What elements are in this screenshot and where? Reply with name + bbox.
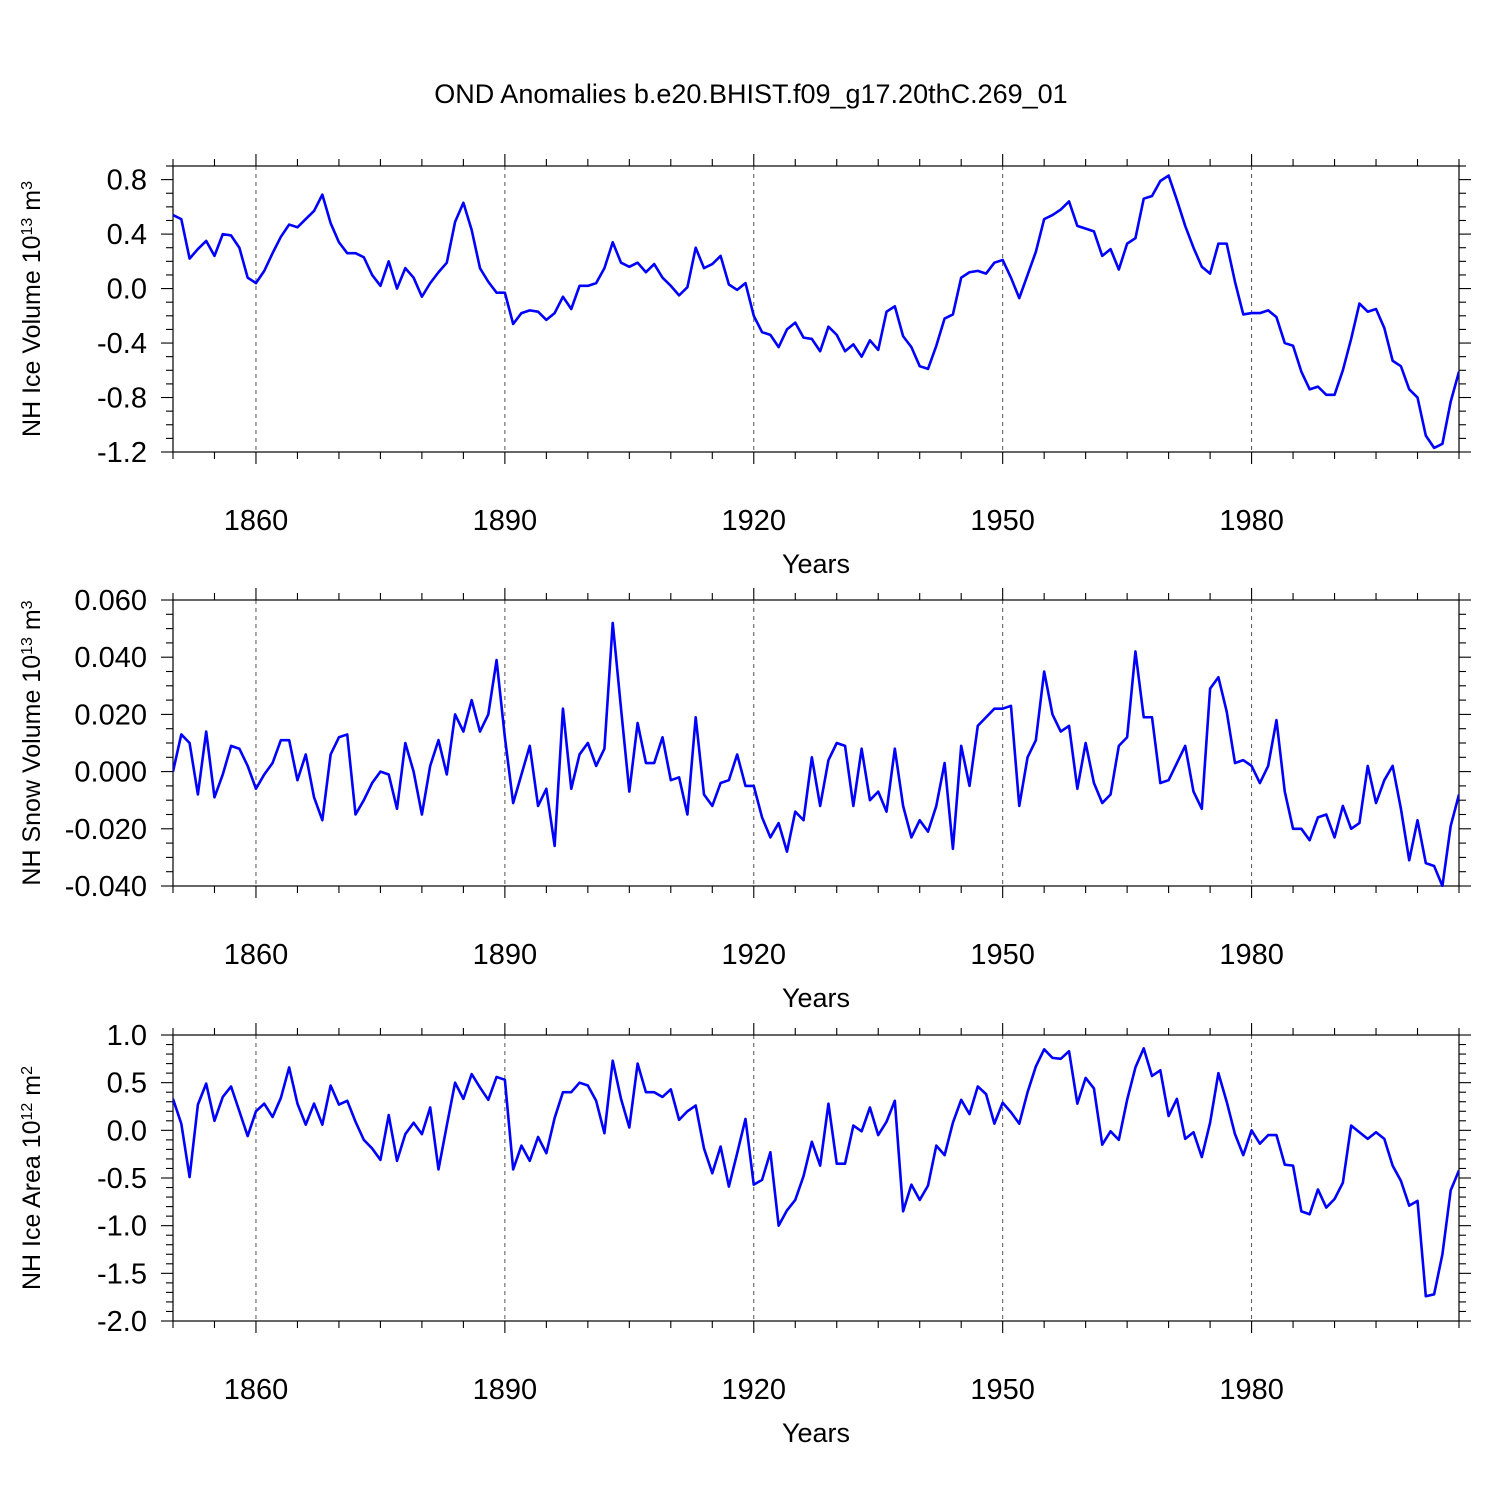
y-tick-label: -0.5: [97, 1163, 147, 1195]
chart-panel-2: 1860 1890 1920 1950 1980 -0.040 -0.020 0.000 0.0…: [18, 585, 1471, 1013]
y-label-text: NH Ice Area 10: [18, 1120, 46, 1290]
y-label-unit-exponent: 2: [19, 1066, 36, 1075]
x-tick-label: 1980: [1219, 505, 1284, 537]
y-tick-label: -0.4: [97, 328, 147, 360]
y-tick-label: -1.2: [97, 437, 147, 469]
x-axis-label: Years: [782, 1418, 850, 1448]
y-tick-label: 0.020: [74, 699, 147, 731]
y-axis-label: NH Snow Volume 1013 m3: [18, 600, 46, 885]
y-tick-label: -2.0: [97, 1306, 147, 1338]
plot-frame: [172, 165, 1460, 453]
x-tick-label: 1920: [722, 505, 787, 537]
y-tick-label: 0.4: [107, 219, 147, 251]
y-label-unit: m: [18, 1075, 46, 1103]
y-tick-label: -1.0: [97, 1211, 147, 1243]
y-tick-label: 0.5: [107, 1068, 147, 1100]
x-tick-label: 1950: [970, 939, 1035, 971]
chart-panel-3: 1860 1890 1920 1950 1980 -2.0 -1.5 -1.0 -0.5 0.0 0…: [18, 1020, 1471, 1448]
y-tick-label: -0.040: [65, 871, 147, 903]
y-label-unit-exponent: 3: [19, 181, 36, 190]
x-tick-label: 1920: [722, 939, 787, 971]
y-label-unit: m: [18, 609, 46, 637]
y-label-exponent: 12: [19, 1103, 36, 1121]
y-axis-label: NH Ice Area 1012 m2: [18, 1066, 46, 1290]
x-tick-label: 1860: [224, 1374, 289, 1406]
y-label-text: NH Snow Volume 10: [18, 655, 46, 886]
x-tick-label: 1950: [970, 505, 1035, 537]
y-label-unit: m: [18, 190, 46, 218]
y-label-exponent: 13: [19, 218, 36, 236]
y-tick-label: 1.0: [107, 1020, 147, 1052]
y-tick-label: -0.8: [97, 383, 147, 415]
series-line-nh-ice-area: [173, 1047, 1459, 1298]
x-tick-label: 1950: [970, 1374, 1035, 1406]
x-axis-label: Years: [782, 549, 850, 579]
y-label-unit-exponent: 3: [19, 600, 36, 609]
x-axis-label: Years: [782, 983, 850, 1013]
panels: 1860 1890 1920 1950 1980 -1.2 -0.8 -0.4 0.0 0.4 0.…: [18, 154, 1471, 1448]
x-tick-label: 1860: [224, 505, 289, 537]
y-tick-label: 0.0: [107, 1115, 147, 1147]
x-tick-label: 1890: [473, 1374, 538, 1406]
y-tick-label: -1.5: [97, 1258, 147, 1290]
y-tick-label: -0.020: [65, 814, 147, 846]
x-tick-label: 1860: [224, 939, 289, 971]
plot-frame: [172, 599, 1460, 887]
series-line-nh-ice-volume: [173, 174, 1459, 450]
chart-panel-1: 1860 1890 1920 1950 1980 -1.2 -0.8 -0.4 0.0 0.4 0.…: [18, 154, 1471, 579]
y-axis-label: NH Ice Volume 1013 m3: [18, 181, 46, 437]
x-tick-label: 1980: [1219, 939, 1284, 971]
y-tick-label: 0.0: [107, 274, 147, 306]
series-line-nh-snow-volume: [173, 621, 1459, 887]
y-tick-label: 0.040: [74, 642, 147, 674]
y-label-text: NH Ice Volume 10: [18, 235, 46, 437]
x-tick-label: 1920: [722, 1374, 787, 1406]
y-tick-label: 0.060: [74, 585, 147, 617]
plot-frame: [172, 1034, 1460, 1322]
x-tick-label: 1890: [473, 939, 538, 971]
y-label-exponent: 13: [19, 637, 36, 655]
y-tick-label: 0.8: [107, 165, 147, 197]
figure-title: OND Anomalies b.e20.BHIST.f09_g17.20thC.…: [434, 79, 1067, 109]
x-tick-label: 1890: [473, 505, 538, 537]
x-tick-label: 1980: [1219, 1374, 1284, 1406]
y-tick-label: 0.000: [74, 757, 147, 789]
